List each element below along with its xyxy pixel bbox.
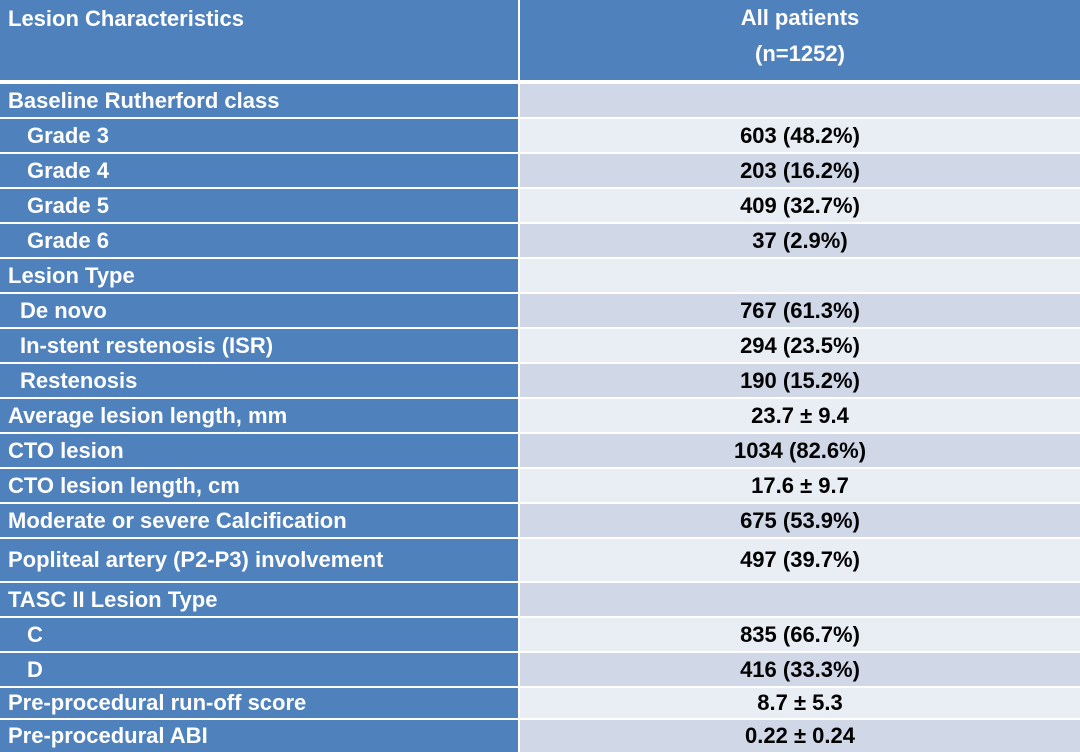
table-row: Lesion Type	[0, 259, 1080, 292]
row-value	[520, 84, 1080, 117]
row-label: Lesion Type	[0, 259, 520, 292]
row-label: CTO lesion	[0, 434, 520, 467]
row-value: 497 (39.7%)	[520, 539, 1080, 581]
row-value	[520, 259, 1080, 292]
row-label: C	[0, 618, 520, 651]
row-value	[520, 583, 1080, 616]
table-row: TASC II Lesion Type	[0, 583, 1080, 616]
table-row: Grade 5 409 (32.7%)	[0, 189, 1080, 222]
row-label: Moderate or severe Calcification	[0, 504, 520, 537]
row-label: D	[0, 653, 520, 686]
table-row: Grade 6 37 (2.9%)	[0, 224, 1080, 257]
row-label: CTO lesion length, cm	[0, 469, 520, 502]
row-value: 409 (32.7%)	[520, 189, 1080, 222]
table-row: CTO lesion length, cm 17.6 ± 9.7	[0, 469, 1080, 502]
row-value: 23.7 ± 9.4	[520, 399, 1080, 432]
row-value: 37 (2.9%)	[520, 224, 1080, 257]
row-value: 835 (66.7%)	[520, 618, 1080, 651]
table-row: Pre-procedural ABI 0.22 ± 0.24	[0, 720, 1080, 752]
row-value: 1034 (82.6%)	[520, 434, 1080, 467]
header-all-patients-label: All patients	[740, 5, 860, 30]
table-row: Grade 3 603 (48.2%)	[0, 119, 1080, 152]
row-label: Pre-procedural run-off score	[0, 688, 520, 718]
header-lesion-characteristics: Lesion Characteristics	[0, 0, 520, 80]
row-label: Baseline Rutherford class	[0, 84, 520, 117]
header-patient-count: (n=1252)	[755, 41, 845, 66]
row-value: 190 (15.2%)	[520, 364, 1080, 397]
row-label: Restenosis	[0, 364, 520, 397]
row-value: 294 (23.5%)	[520, 329, 1080, 362]
row-label: Pre-procedural ABI	[0, 720, 520, 752]
row-value: 416 (33.3%)	[520, 653, 1080, 686]
row-label: De novo	[0, 294, 520, 327]
row-value: 17.6 ± 9.7	[520, 469, 1080, 502]
row-value: 603 (48.2%)	[520, 119, 1080, 152]
header-all-patients: All patients (n=1252)	[520, 0, 1080, 80]
table-row: C 835 (66.7%)	[0, 618, 1080, 651]
row-label: Grade 6	[0, 224, 520, 257]
table-row: Grade 4 203 (16.2%)	[0, 154, 1080, 187]
row-value: 8.7 ± 5.3	[520, 688, 1080, 718]
table-row: CTO lesion 1034 (82.6%)	[0, 434, 1080, 467]
header-separator	[0, 80, 1080, 84]
row-label: TASC II Lesion Type	[0, 583, 520, 616]
row-value: 767 (61.3%)	[520, 294, 1080, 327]
table-row: Baseline Rutherford class	[0, 84, 1080, 117]
row-value: 203 (16.2%)	[520, 154, 1080, 187]
row-value: 675 (53.9%)	[520, 504, 1080, 537]
row-label: Grade 3	[0, 119, 520, 152]
table-row: Pre-procedural run-off score 8.7 ± 5.3	[0, 688, 1080, 718]
row-label: Average lesion length, mm	[0, 399, 520, 432]
table-row: De novo 767 (61.3%)	[0, 294, 1080, 327]
table-row: In-stent restenosis (ISR) 294 (23.5%)	[0, 329, 1080, 362]
row-label: Grade 4	[0, 154, 520, 187]
row-value: 0.22 ± 0.24	[520, 720, 1080, 752]
table-row: Average lesion length, mm 23.7 ± 9.4	[0, 399, 1080, 432]
row-label: In-stent restenosis (ISR)	[0, 329, 520, 362]
table-row: Popliteal artery (P2-P3) involvement 497…	[0, 539, 1080, 581]
table-header-row: Lesion Characteristics All patients (n=1…	[0, 0, 1080, 80]
row-label: Popliteal artery (P2-P3) involvement	[0, 539, 520, 581]
row-label: Grade 5	[0, 189, 520, 222]
table-row: D 416 (33.3%)	[0, 653, 1080, 686]
table-row: Restenosis 190 (15.2%)	[0, 364, 1080, 397]
table-row: Moderate or severe Calcification 675 (53…	[0, 504, 1080, 537]
